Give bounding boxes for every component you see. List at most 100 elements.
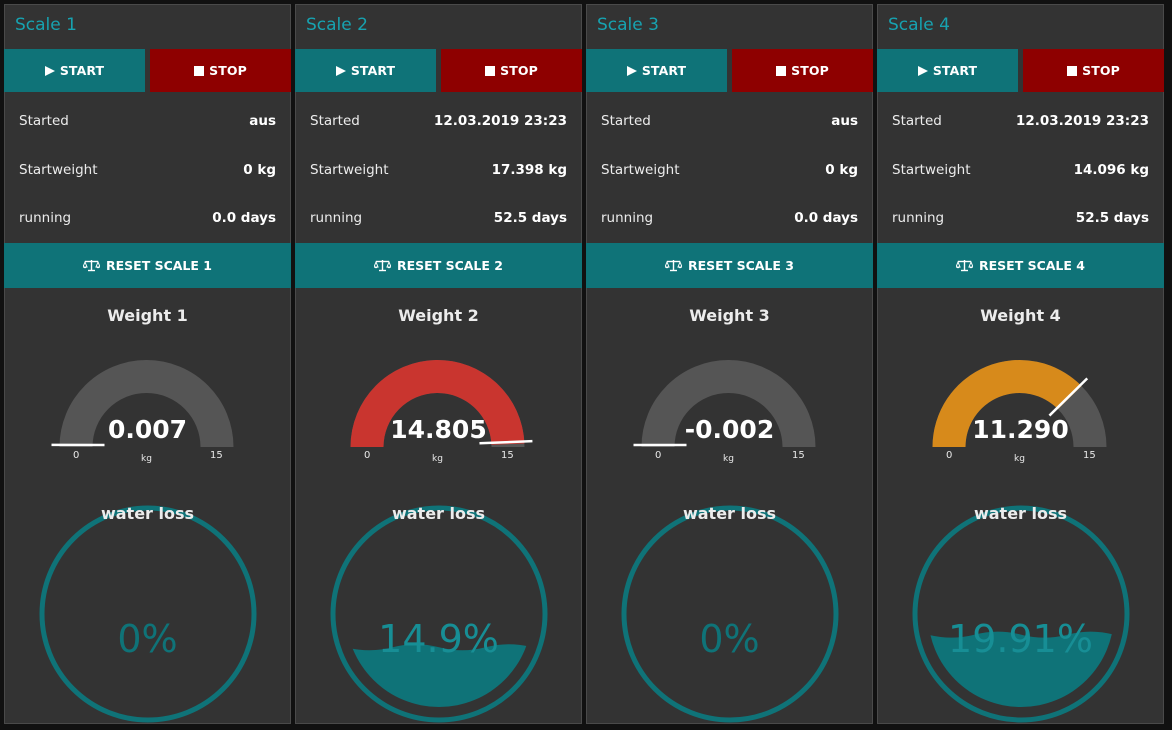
running-row: running 0.0 days (601, 208, 858, 228)
water-loss-title: water loss (682, 504, 777, 523)
card-title: Scale 4 (888, 15, 950, 35)
start-button-label: START (59, 63, 105, 78)
startweight-row: Startweight 0 kg (19, 160, 276, 180)
balance-scale-icon (956, 260, 973, 272)
startweight-row: Startweight 17.398 kg (310, 160, 567, 180)
gauge-fill (350, 359, 525, 447)
gauge-max-label: 15 (792, 450, 805, 461)
weight-gauge (51, 360, 234, 447)
scale-card: Scale 1 START STOP Started aus Startweig… (4, 4, 291, 724)
stop-icon (1067, 65, 1078, 76)
running-value: 0.0 days (794, 210, 858, 226)
startweight-label: Startweight (601, 162, 680, 178)
stop-button-label: STOP (1082, 63, 1120, 78)
water-loss-ring (39, 505, 257, 723)
water-loss-gauge (39, 505, 257, 723)
gauge-unit-label: kg (1014, 454, 1025, 464)
started-value: aus (249, 113, 276, 129)
gauge-value: 14.805 (390, 415, 487, 444)
card-title: Scale 2 (306, 15, 368, 35)
water-loss-percent: 19.91% (948, 617, 1093, 661)
gauge-unit-label: kg (723, 454, 734, 464)
running-value: 0.0 days (212, 210, 276, 226)
gauge-track (641, 360, 816, 447)
running-value: 52.5 days (1075, 210, 1149, 226)
card-title: Scale 1 (15, 15, 77, 35)
play-icon (44, 65, 55, 76)
stop-icon (776, 65, 787, 76)
reset-scale-button[interactable]: RESET SCALE 2 (295, 243, 582, 288)
water-loss-gauge (330, 505, 548, 723)
water-loss-gauge (621, 505, 839, 723)
reset-scale-label: RESET SCALE 3 (688, 258, 794, 273)
running-value: 52.5 days (493, 210, 567, 226)
gauge-title: Weight 4 (980, 306, 1061, 325)
reset-scale-button[interactable]: RESET SCALE 4 (877, 243, 1164, 288)
water-loss-title: water loss (391, 504, 486, 523)
water-loss-percent: 0% (117, 617, 178, 661)
gauge-min-label: 0 (946, 450, 953, 461)
running-label: running (601, 210, 654, 226)
reset-scale-label: RESET SCALE 2 (397, 258, 503, 273)
gauge-min-label: 0 (73, 450, 80, 461)
started-label: Started (601, 113, 651, 129)
started-value: aus (831, 113, 858, 129)
gauge-max-label: 15 (1083, 450, 1096, 461)
stop-button[interactable]: STOP (1023, 49, 1164, 92)
reset-scale-button[interactable]: RESET SCALE 1 (4, 243, 291, 288)
startweight-value: 0 kg (243, 162, 276, 178)
startweight-label: Startweight (310, 162, 389, 178)
stop-icon (485, 65, 496, 76)
startweight-row: Startweight 14.096 kg (892, 160, 1149, 180)
running-row: running 52.5 days (892, 208, 1149, 228)
play-icon (917, 65, 928, 76)
gauge-min-label: 0 (364, 450, 371, 461)
gauge-max-label: 15 (501, 450, 514, 461)
gauge-value: -0.002 (684, 415, 775, 444)
gauge-unit-label: kg (141, 454, 152, 464)
started-row: Started 12.03.2019 23:23 (310, 111, 567, 131)
card-title: Scale 3 (597, 15, 659, 35)
start-button[interactable]: START (4, 49, 145, 92)
stop-button[interactable]: STOP (150, 49, 291, 92)
scale-card: Scale 4 START STOP Started 12.03.2019 23… (877, 4, 1164, 724)
water-loss-percent: 14.9% (378, 617, 499, 661)
running-label: running (310, 210, 363, 226)
started-label: Started (310, 113, 360, 129)
gauge-max-label: 15 (210, 450, 223, 461)
gauge-title: Weight 3 (689, 306, 770, 325)
stop-button-label: STOP (791, 63, 829, 78)
running-label: running (892, 210, 945, 226)
scale-card: Scale 2 START STOP Started 12.03.2019 23… (295, 4, 582, 724)
weight-gauge (932, 359, 1107, 447)
balance-scale-icon (83, 260, 100, 272)
gauge-title: Weight 1 (107, 306, 188, 325)
start-button[interactable]: START (586, 49, 727, 92)
start-button[interactable]: START (877, 49, 1018, 92)
reset-scale-label: RESET SCALE 4 (979, 258, 1085, 273)
gauge-title: Weight 2 (398, 306, 479, 325)
gauge-needle (1048, 377, 1089, 417)
start-button-label: START (350, 63, 396, 78)
startweight-label: Startweight (892, 162, 971, 178)
water-loss-title: water loss (100, 504, 195, 523)
weight-gauge (633, 360, 816, 447)
started-value: 12.03.2019 23:23 (433, 113, 567, 129)
water-loss-gauge (912, 505, 1130, 723)
stop-button-label: STOP (209, 63, 247, 78)
startweight-value: 17.398 kg (491, 162, 567, 178)
gauge-needle (479, 439, 533, 445)
gauge-fill (932, 359, 1082, 447)
start-button-label: START (641, 63, 687, 78)
running-label: running (19, 210, 72, 226)
weight-gauge (350, 359, 533, 447)
stop-button[interactable]: STOP (441, 49, 582, 92)
startweight-row: Startweight 0 kg (601, 160, 858, 180)
stop-button[interactable]: STOP (732, 49, 873, 92)
started-row: Started aus (601, 111, 858, 131)
reset-scale-button[interactable]: RESET SCALE 3 (586, 243, 873, 288)
play-icon (335, 65, 346, 76)
stop-button-label: STOP (500, 63, 538, 78)
start-button[interactable]: START (295, 49, 436, 92)
